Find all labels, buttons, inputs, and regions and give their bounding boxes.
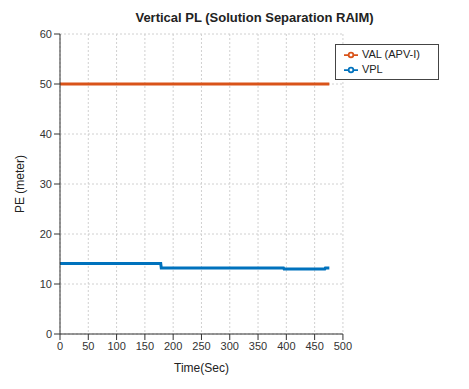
svg-text:200: 200 (164, 340, 182, 352)
svg-text:0: 0 (46, 328, 52, 340)
svg-text:60: 60 (40, 28, 52, 40)
svg-text:150: 150 (136, 340, 154, 352)
html-text:VAL (APV-I): VAL (APV-I) (361, 48, 420, 60)
svg-text:50: 50 (40, 78, 52, 90)
svg-text:0: 0 (57, 340, 63, 352)
svg-text:30: 30 (40, 178, 52, 190)
svg-text:20: 20 (40, 228, 52, 240)
html-text:VPL: VPL (361, 63, 383, 76)
svg-text:PE (meter): PE (meter) (13, 155, 27, 213)
svg-text:450: 450 (305, 340, 323, 352)
svg-text:350: 350 (249, 340, 267, 352)
svg-text:300: 300 (221, 340, 239, 352)
svg-text:Time(Sec): Time(Sec) (174, 361, 229, 375)
svg-text:100: 100 (107, 340, 125, 352)
svg-text:40: 40 (40, 128, 52, 140)
svg-text:500: 500 (334, 340, 352, 352)
svg-text:250: 250 (192, 340, 210, 352)
html-text:Vertical PL (Solution Separati: Vertical PL (Solution Separation RAIM) (135, 10, 374, 25)
svg-text:400: 400 (277, 340, 295, 352)
svg-text:50: 50 (82, 340, 94, 352)
svg-text:10: 10 (40, 278, 52, 290)
